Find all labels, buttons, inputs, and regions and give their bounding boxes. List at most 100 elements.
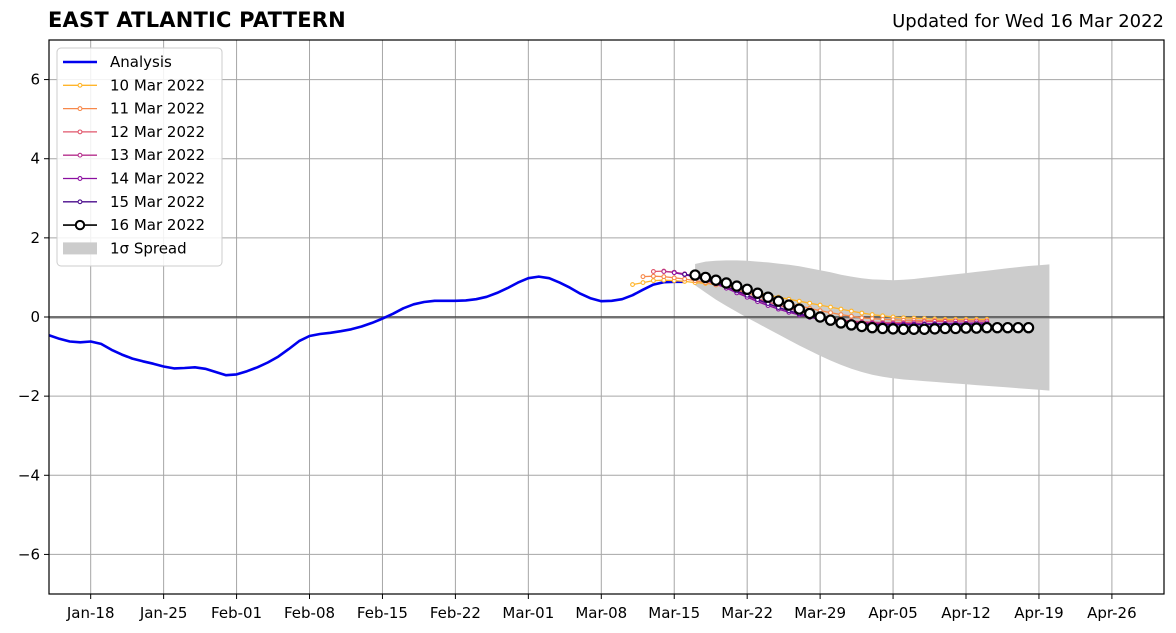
legend-label: 12 Mar 2022 bbox=[110, 123, 205, 141]
forecast-point bbox=[848, 313, 854, 319]
current-forecast-point bbox=[908, 323, 920, 335]
x-tick-label: Feb-01 bbox=[211, 604, 262, 622]
x-tick-label: Mar-08 bbox=[575, 604, 627, 622]
current-forecast-point bbox=[783, 299, 795, 311]
forecast-point bbox=[650, 278, 656, 284]
forecast-point bbox=[682, 276, 688, 282]
x-tick-label: Feb-15 bbox=[357, 604, 408, 622]
legend-swatch-marker bbox=[77, 129, 83, 135]
forecast-point bbox=[661, 274, 667, 280]
legend-entry: 13 Mar 2022 bbox=[63, 146, 205, 164]
forecast-point bbox=[817, 302, 823, 308]
x-tick-label: Feb-22 bbox=[430, 604, 481, 622]
current-forecast-point bbox=[1022, 321, 1035, 334]
forecast-point bbox=[807, 300, 813, 306]
x-tick-label: Apr-26 bbox=[1087, 604, 1137, 622]
x-tick-label: Jan-18 bbox=[66, 604, 115, 622]
x-tick-label: Mar-15 bbox=[648, 604, 700, 622]
forecast-point bbox=[869, 312, 875, 318]
current-forecast-point bbox=[918, 323, 931, 335]
legend-entry: 14 Mar 2022 bbox=[63, 170, 205, 188]
current-forecast-point bbox=[689, 269, 701, 281]
forecast-point bbox=[838, 312, 844, 318]
current-forecast-point bbox=[876, 322, 889, 335]
current-forecast-point bbox=[824, 314, 837, 326]
chart-title: EAST ATLANTIC PATTERN bbox=[48, 8, 346, 32]
forecast-point bbox=[838, 306, 844, 312]
forecast-point bbox=[630, 282, 636, 288]
legend-entry: 11 Mar 2022 bbox=[63, 100, 205, 118]
legend-entry: 1σ Spread bbox=[63, 239, 187, 257]
x-tick-label: Apr-05 bbox=[868, 604, 918, 622]
current-forecast-series bbox=[689, 269, 1035, 335]
legend-label: 13 Mar 2022 bbox=[110, 146, 205, 164]
y-tick-label: −6 bbox=[18, 545, 40, 563]
forecast-point bbox=[640, 280, 646, 286]
current-forecast-point bbox=[949, 322, 962, 335]
forecast-point bbox=[859, 315, 865, 321]
chart-subtitle: Updated for Wed 16 Mar 2022 bbox=[892, 11, 1164, 32]
forecast-point bbox=[682, 271, 688, 277]
forecast-point bbox=[650, 273, 656, 279]
current-forecast-point bbox=[1001, 321, 1014, 334]
forecast-point bbox=[650, 269, 656, 274]
current-forecast-point bbox=[845, 319, 858, 331]
legend-entry: 10 Mar 2022 bbox=[63, 76, 205, 94]
legend-box bbox=[56, 47, 223, 267]
y-tick-label: 0 bbox=[30, 308, 40, 326]
legend-swatch-marker bbox=[77, 176, 83, 181]
forecast-point bbox=[671, 275, 677, 281]
legend-swatch-marker bbox=[77, 152, 83, 158]
current-forecast-point bbox=[699, 271, 712, 284]
current-forecast-point bbox=[793, 303, 805, 315]
current-forecast-point bbox=[804, 307, 816, 320]
legend-label: 16 Mar 2022 bbox=[110, 216, 205, 234]
legend-label: 11 Mar 2022 bbox=[110, 100, 205, 118]
x-tick-label: Mar-29 bbox=[794, 604, 846, 622]
current-forecast-point bbox=[981, 321, 993, 334]
x-tick-label: Mar-22 bbox=[721, 604, 773, 622]
current-forecast-point bbox=[835, 317, 847, 329]
legend-label: 1σ Spread bbox=[110, 239, 187, 257]
current-forecast-point bbox=[751, 287, 764, 299]
y-tick-label: −2 bbox=[18, 387, 40, 405]
current-forecast-point bbox=[731, 280, 743, 292]
current-forecast-point bbox=[866, 321, 878, 334]
legend-label: Analysis bbox=[110, 53, 172, 71]
legend: Analysis 10 Mar 2022 11 Mar 2022 12 Mar 202… bbox=[56, 47, 223, 267]
y-tick-label: −4 bbox=[18, 466, 40, 484]
y-tick-label: 2 bbox=[30, 229, 40, 247]
legend-swatch-marker bbox=[77, 82, 83, 88]
forecast-point bbox=[796, 298, 802, 304]
x-tick-label: Feb-08 bbox=[284, 604, 335, 622]
legend-swatch-patch bbox=[63, 242, 97, 255]
legend-label: 10 Mar 2022 bbox=[110, 76, 205, 94]
x-tick-label: Apr-19 bbox=[1014, 604, 1064, 622]
legend-entry: 15 Mar 2022 bbox=[63, 193, 205, 211]
current-forecast-point bbox=[887, 323, 899, 335]
y-tick-label: 4 bbox=[30, 150, 40, 168]
x-tick-label: Apr-12 bbox=[941, 604, 991, 622]
current-forecast-point bbox=[814, 311, 826, 323]
current-forecast-point bbox=[1012, 321, 1024, 334]
legend-entry: 12 Mar 2022 bbox=[63, 123, 205, 141]
legend-label: 14 Mar 2022 bbox=[110, 170, 205, 188]
legend-entry: 16 Mar 2022 bbox=[63, 216, 205, 234]
analysis-line bbox=[49, 275, 687, 377]
legend-label: 15 Mar 2022 bbox=[110, 193, 205, 211]
legend-swatch-marker bbox=[77, 199, 83, 205]
x-tick-label: Jan-25 bbox=[139, 604, 188, 622]
legend-entry: Analysis bbox=[63, 53, 172, 71]
current-forecast-point bbox=[929, 323, 941, 335]
current-forecast-point bbox=[762, 291, 774, 303]
forecast-point bbox=[848, 308, 854, 314]
forecast-point bbox=[671, 270, 677, 276]
forecast-point bbox=[640, 274, 646, 280]
current-forecast-point bbox=[939, 322, 951, 335]
current-forecast-point bbox=[772, 295, 785, 307]
y-tick-label: 6 bbox=[30, 71, 40, 89]
forecast-point bbox=[828, 310, 833, 316]
current-forecast-point bbox=[970, 322, 983, 334]
